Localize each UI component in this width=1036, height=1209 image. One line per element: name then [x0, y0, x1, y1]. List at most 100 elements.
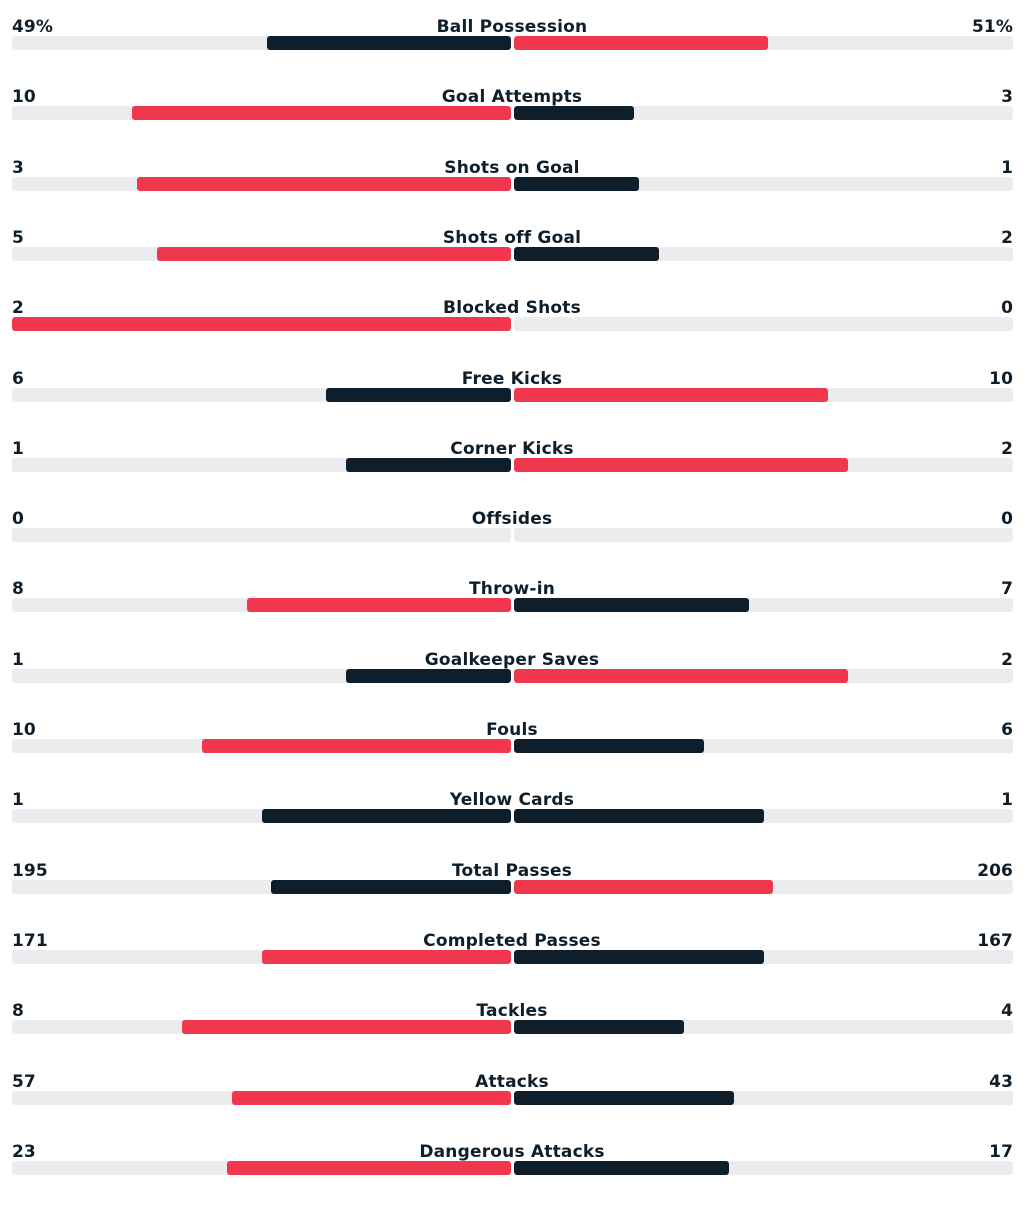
- home-value: 49%: [12, 17, 53, 37]
- away-bar-track: [514, 106, 1013, 121]
- home-bar-track: [12, 387, 511, 402]
- stat-row: 8 Throw-in 7: [0, 576, 1036, 646]
- home-bar-track: [12, 176, 511, 191]
- home-bar-fill: [326, 387, 511, 402]
- home-bar-fill: [346, 457, 511, 472]
- home-value: 1: [12, 790, 24, 811]
- away-bar-fill: [514, 36, 769, 50]
- away-value: 0: [1001, 298, 1013, 319]
- home-value: 2: [12, 298, 24, 319]
- stat-label: Corner Kicks: [450, 438, 574, 459]
- away-value: 17: [989, 1141, 1013, 1162]
- stat-label: Ball Possession: [436, 17, 588, 37]
- away-bar-track: [514, 36, 1013, 50]
- away-bar-track: [514, 1160, 1013, 1175]
- away-bar-fill: [514, 809, 764, 824]
- away-bar-fill: [514, 1160, 729, 1175]
- home-bar-fill: [12, 317, 511, 332]
- home-value: 10: [12, 720, 36, 740]
- home-bar-track: [12, 668, 511, 683]
- stat-row: 10 Goal Attempts 3: [0, 84, 1036, 154]
- stat-row: 195 Total Passes 206: [0, 858, 1036, 928]
- away-bar-track: [514, 668, 1013, 683]
- home-value: 57: [12, 1071, 36, 1092]
- stat-label: Throw-in: [468, 579, 556, 600]
- home-value: 171: [12, 930, 48, 951]
- stat-row: 1 Corner Kicks 2: [0, 436, 1036, 506]
- home-bar-track: [12, 457, 511, 472]
- away-bar-fill: [514, 1090, 734, 1105]
- stat-row: 0 Offsides 0: [0, 506, 1036, 576]
- away-value: 4: [1001, 1001, 1013, 1022]
- home-bar-track: [12, 246, 511, 261]
- home-value: 23: [12, 1141, 36, 1162]
- away-bar-fill: [514, 387, 829, 402]
- home-bar-fill: [226, 1160, 511, 1175]
- away-value: 6: [1001, 720, 1013, 740]
- away-bar-fill: [514, 668, 849, 683]
- away-value: 43: [989, 1071, 1013, 1092]
- home-bar-track: [12, 949, 511, 964]
- away-bar-track: [514, 1090, 1013, 1105]
- home-bar-track: [12, 739, 511, 753]
- stat-label: Dangerous Attacks: [419, 1141, 605, 1162]
- stat-row: 3 Shots on Goal 1: [0, 155, 1036, 225]
- home-bar-fill: [201, 739, 511, 753]
- away-value: 7: [1001, 579, 1013, 600]
- away-value: 1: [1001, 157, 1013, 178]
- stat-label: Tackles: [476, 1001, 548, 1022]
- away-value: 167: [977, 930, 1013, 951]
- home-bar-fill: [181, 1020, 511, 1035]
- away-value: 206: [977, 860, 1013, 881]
- home-value: 5: [12, 227, 24, 248]
- away-bar-track: [514, 528, 1013, 543]
- away-bar-fill: [514, 739, 704, 753]
- stat-row: 49% Ball Possession 51%: [0, 14, 1036, 84]
- away-bar-track: [514, 809, 1013, 824]
- away-bar-track: [514, 949, 1013, 964]
- away-value: 51%: [972, 17, 1013, 37]
- home-bar-track: [12, 809, 511, 824]
- home-bar-fill: [231, 1090, 511, 1105]
- stat-row: 8 Tackles 4: [0, 998, 1036, 1068]
- home-bar-track: [12, 36, 511, 50]
- home-bar-fill: [346, 668, 511, 683]
- stat-label: Goal Attempts: [441, 87, 583, 108]
- away-bar-track: [514, 176, 1013, 191]
- stat-label: Shots off Goal: [442, 227, 582, 248]
- home-value: 195: [12, 860, 48, 881]
- home-value: 1: [12, 438, 24, 459]
- home-bar-track: [12, 1090, 511, 1105]
- away-value: 0: [1001, 509, 1013, 530]
- home-value: 8: [12, 579, 24, 600]
- stat-label: Yellow Cards: [449, 790, 575, 811]
- away-bar-fill: [514, 1020, 684, 1035]
- home-bar-fill: [131, 106, 511, 121]
- stat-label: Offsides: [471, 509, 553, 530]
- home-bar-track: [12, 528, 511, 543]
- stat-label: Completed Passes: [423, 930, 601, 951]
- away-bar-track: [514, 739, 1013, 753]
- stat-label: Fouls: [486, 720, 538, 740]
- home-bar-track: [12, 598, 511, 613]
- stat-label: Free Kicks: [461, 368, 563, 389]
- home-bar-track: [12, 1020, 511, 1035]
- home-bar-track: [12, 106, 511, 121]
- stat-row: 1 Yellow Cards 1: [0, 787, 1036, 857]
- away-value: 10: [989, 368, 1013, 389]
- home-bar-fill: [156, 246, 511, 261]
- stat-row: 6 Free Kicks 10: [0, 366, 1036, 436]
- home-bar-fill: [261, 949, 511, 964]
- stat-row: 1 Goalkeeper Saves 2: [0, 647, 1036, 717]
- away-bar-track: [514, 246, 1013, 261]
- away-bar-track: [514, 1020, 1013, 1035]
- away-bar-fill: [514, 457, 849, 472]
- home-bar-fill: [136, 176, 511, 191]
- home-bar-fill: [266, 36, 511, 50]
- away-value: 1: [1001, 790, 1013, 811]
- home-bar-fill: [246, 598, 511, 613]
- home-bar-fill: [261, 809, 511, 824]
- home-bar-track: [12, 879, 511, 894]
- stat-row: 171 Completed Passes 167: [0, 928, 1036, 998]
